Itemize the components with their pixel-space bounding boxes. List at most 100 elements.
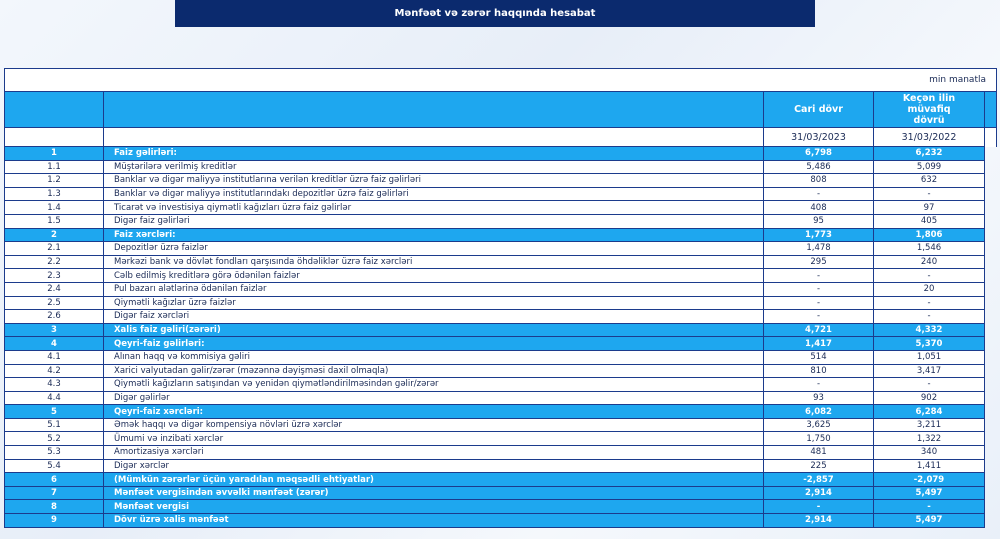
previous-value: 5,497: [874, 514, 985, 528]
spacer: [985, 351, 997, 365]
previous-value: -: [874, 500, 985, 515]
row-number: 9: [4, 514, 104, 528]
date-cell: [4, 128, 104, 147]
current-value: 295: [764, 255, 874, 270]
previous-value: 6,284: [874, 405, 985, 419]
row-number: 2.4: [4, 282, 104, 297]
table-row: 4 Qeyri-faiz gəlirləri: 1,417 5,370: [4, 337, 997, 351]
current-value: 481: [764, 446, 874, 460]
current-value: -: [764, 500, 874, 515]
row-number: 7: [4, 486, 104, 501]
row-label: Digər faiz xərcləri: [104, 310, 764, 324]
table-row: 5.1 Əmək haqqı və digər kompensiya növlər…: [4, 418, 997, 433]
row-number: 4.4: [4, 391, 104, 406]
row-number: 5.1: [4, 418, 104, 433]
current-value: 4,721: [764, 323, 874, 338]
row-label: Banklar və digər maliyyə institutlarına …: [104, 174, 764, 188]
row-label: Qiymətli kağızlar üzrə faizlər: [104, 296, 764, 311]
current-value: 225: [764, 459, 874, 474]
previous-value: -: [874, 310, 985, 324]
current-value: -2,857: [764, 473, 874, 487]
previous-value: -: [874, 269, 985, 283]
spacer: [985, 446, 997, 460]
spacer: [985, 229, 997, 243]
current-value: 6,082: [764, 405, 874, 419]
current-value: 808: [764, 174, 874, 188]
row-label: Mənfəət vergisi: [104, 500, 764, 515]
previous-value: 405: [874, 214, 985, 229]
row-label: Mərkəzi bank və dövlət fondları qarşısın…: [104, 255, 764, 270]
row-label: Pul bazarı alətlərinə ödənilən faizlər: [104, 282, 764, 297]
row-number: 1.5: [4, 214, 104, 229]
table-row: 5 Qeyri-faiz xərcləri: 6,082 6,284: [4, 405, 997, 419]
spacer: [985, 242, 997, 256]
date-cell: [985, 128, 997, 147]
previous-value: -: [874, 187, 985, 202]
previous-value: 1,411: [874, 459, 985, 474]
previous-value: 5,370: [874, 337, 985, 351]
table-row: 2.5 Qiymətli kağızlar üzrə faizlər - -: [4, 296, 997, 311]
spacer: [985, 405, 997, 419]
row-label: Ticarət və investisiya qiymətli kağızlar…: [104, 201, 764, 215]
header-cell: [985, 92, 997, 128]
row-label: Xarici valyutadan gəlir/zərər (məzənnə d…: [104, 364, 764, 379]
row-label: Banklar və digər maliyyə institutlarında…: [104, 187, 764, 202]
row-number: 5.4: [4, 459, 104, 474]
previous-value: 3,211: [874, 418, 985, 433]
previous-value: 340: [874, 446, 985, 460]
previous-value: 6,232: [874, 147, 985, 161]
previous-value: 5,497: [874, 486, 985, 501]
previous-value: 1,322: [874, 432, 985, 447]
table-row: 6 (Mümkün zərərlər üçün yaradılan məqsədl…: [4, 473, 997, 487]
row-label: Mənfəət vergisindən əvvəlki mənfəət (zər…: [104, 486, 764, 501]
spacer: [985, 310, 997, 324]
previous-value: 20: [874, 282, 985, 297]
row-number: 6: [4, 473, 104, 487]
current-value: 514: [764, 350, 874, 365]
table-row: 1 Faiz gəlirləri: 6,798 6,232: [4, 147, 997, 161]
table-row: 7 Mənfəət vergisindən əvvəlki mənfəət (zə…: [4, 486, 997, 501]
row-label: Qiymətli kağızların satışından və yenidə…: [104, 378, 764, 392]
row-number: 1.4: [4, 201, 104, 215]
table-row: 8 Mənfəət vergisi - -: [4, 500, 997, 515]
table-row: 4.3 Qiymətli kağızların satışından və yen…: [4, 378, 997, 392]
row-label: Qeyri-faiz xərcləri:: [104, 405, 764, 419]
previous-value: 3,417: [874, 364, 985, 379]
spacer: [985, 365, 997, 379]
table-row: 4.2 Xarici valyutadan gəlir/zərər (məzənn…: [4, 364, 997, 379]
previous-value: 1,806: [874, 228, 985, 243]
row-number: 1: [4, 147, 104, 161]
row-number: 1.2: [4, 174, 104, 188]
row-number: 2.6: [4, 310, 104, 324]
spacer: [985, 256, 997, 270]
spacer: [985, 419, 997, 433]
previous-value: 240: [874, 255, 985, 270]
row-label: Xalis faiz gəliri(zərəri): [104, 323, 764, 338]
unit-label: min manatla: [4, 68, 997, 92]
previous-value: 97: [874, 201, 985, 215]
report-table: min manatla Cari dövr Keçən ilin müvafiq…: [4, 68, 997, 528]
spacer: [985, 269, 997, 283]
current-value: 1,417: [764, 337, 874, 351]
current-value: 2,914: [764, 486, 874, 501]
row-label: Digər faiz gəlirləri: [104, 214, 764, 229]
row-number: 2: [4, 228, 104, 243]
row-label: Dövr üzrə xalis mənfəət: [104, 514, 764, 528]
spacer: [985, 297, 997, 311]
row-number: 4: [4, 337, 104, 351]
spacer: [985, 460, 997, 474]
current-value: 1,478: [764, 242, 874, 256]
previous-value: 632: [874, 174, 985, 188]
date-row: 31/03/2023 31/03/2022: [4, 128, 997, 147]
table-row: 1.4 Ticarət və investisiya qiymətli kağız…: [4, 201, 997, 215]
table-row: 4.1 Alınan haqq və kommisiya gəliri 514 1,0…: [4, 350, 997, 365]
row-label: Cəlb edilmiş kreditlərə görə ödənilən fa…: [104, 269, 764, 283]
table-row: 5.3 Amortizasiya xərcləri 481 340: [4, 446, 997, 460]
header-row: Cari dövr Keçən ilin müvafiq dövrü: [4, 92, 997, 128]
current-value: -: [764, 282, 874, 297]
spacer: [985, 188, 997, 202]
previous-value: -2,079: [874, 473, 985, 487]
spacer: [985, 473, 997, 487]
table-row: 1.5 Digər faiz gəlirləri 95 405: [4, 214, 997, 229]
